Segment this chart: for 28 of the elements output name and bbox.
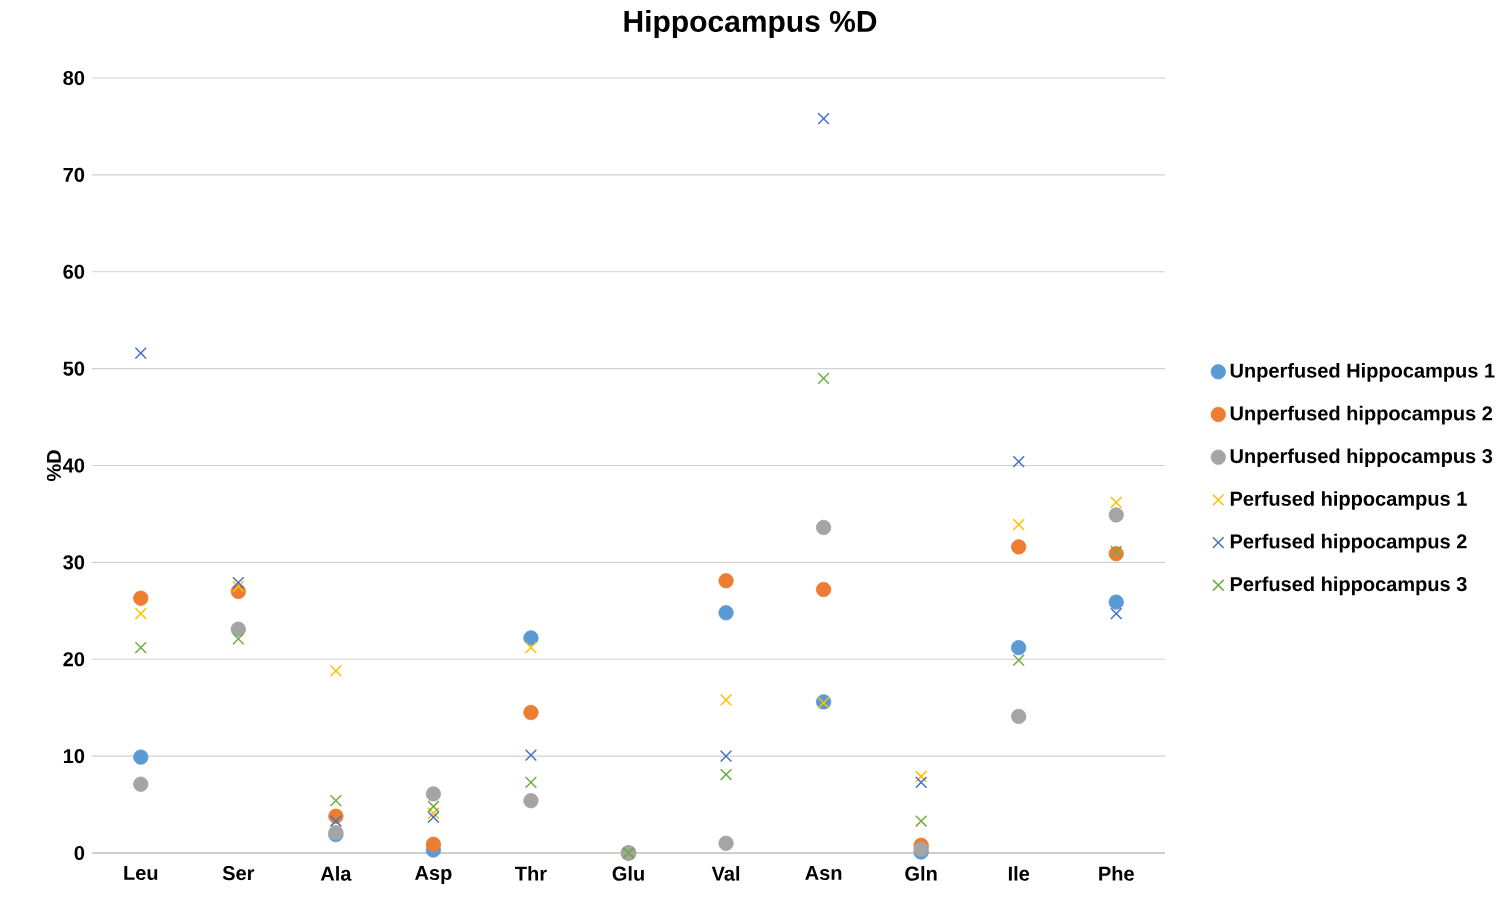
y-tick-label: 50: [63, 361, 85, 376]
x-tick-label: Asn: [805, 866, 842, 881]
x-tick-label: Glu: [612, 866, 644, 881]
x-tick-label: Ser: [222, 866, 255, 881]
legend-label: Unperfused hippocampus 3: [1230, 448, 1493, 468]
x-tick-label: Val: [711, 866, 740, 881]
y-tick-label: 60: [63, 264, 85, 279]
y-tick-label: 40: [63, 458, 85, 473]
x-tick-label: Ala: [320, 866, 352, 881]
legend-label: Unperfused hippocampus 2: [1230, 405, 1493, 425]
y-tick-label: 30: [63, 555, 85, 570]
y-tick-label: 20: [63, 652, 85, 667]
x-tick-label: Phe: [1099, 866, 1134, 881]
y-tick-label: 0: [74, 845, 85, 861]
x-tick-label: Leu: [124, 866, 158, 881]
y-tick-label: 80: [63, 70, 85, 86]
y-tick-label: 70: [63, 167, 85, 182]
legend-label: Unperfused Hippocampus 1: [1230, 363, 1495, 382]
x-tick-label: Asp: [415, 866, 452, 884]
y-tick-label: 10: [63, 749, 85, 764]
x-tick-label: Gln: [905, 866, 937, 881]
chart-title: Hippocampus %D: [624, 10, 877, 38]
y-axis-title: %D: [46, 450, 61, 482]
x-tick-label: Ile: [1008, 866, 1030, 881]
x-tick-label: Thr: [515, 866, 547, 881]
legend-label: Perfused hippocampus 1: [1230, 491, 1467, 510]
legend-label: Perfused hippocampus 3: [1230, 576, 1467, 596]
legend-label: Perfused hippocampus 2: [1230, 533, 1467, 553]
